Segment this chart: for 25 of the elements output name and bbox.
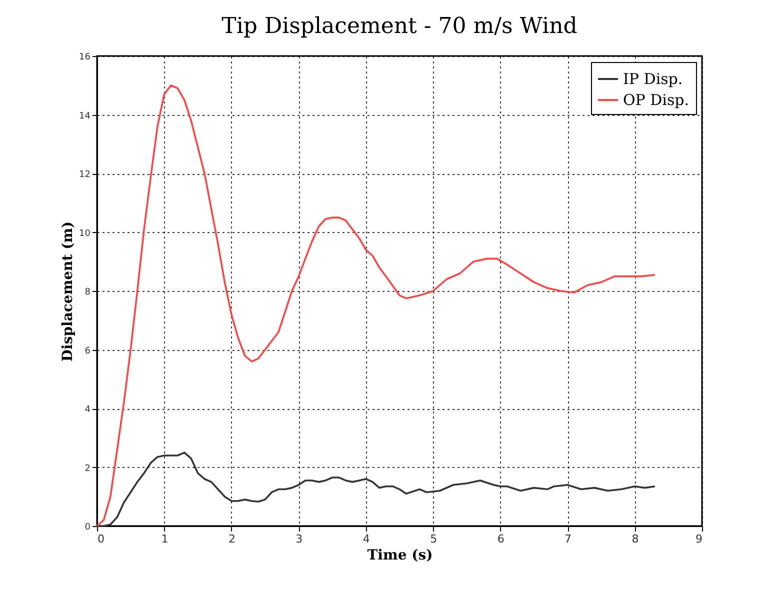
y-tick-label: 14 bbox=[79, 111, 91, 122]
y-tick-label: 10 bbox=[79, 228, 91, 239]
y-tick-label: 2 bbox=[84, 464, 90, 474]
x-tick-label: 5 bbox=[430, 532, 438, 546]
x-tick-label: 2 bbox=[228, 532, 236, 546]
x-tick-label: 6 bbox=[497, 532, 504, 546]
line-series bbox=[96, 452, 656, 527]
x-tick-label: 9 bbox=[696, 532, 702, 546]
x-tick-label: 1 bbox=[161, 532, 168, 546]
y-tick-label: 16 bbox=[79, 52, 91, 62]
x-tick-label: 8 bbox=[632, 532, 639, 546]
x-tick-label: 3 bbox=[296, 532, 303, 546]
x-axis-title: Time (s) bbox=[367, 548, 433, 564]
legend-label: OP Disp. bbox=[623, 91, 690, 109]
y-tick-label: 8 bbox=[84, 288, 91, 298]
y-tick-label: 6 bbox=[84, 346, 91, 356]
y-axis-title: Displacement (m) bbox=[60, 221, 76, 362]
y-tick-label: 0 bbox=[84, 522, 91, 532]
legend-label: IP Disp. bbox=[623, 70, 683, 88]
y-tick-label: 12 bbox=[79, 170, 90, 180]
x-tick-label: 7 bbox=[564, 532, 572, 546]
y-tick-label: 4 bbox=[84, 405, 91, 415]
x-tick-label: 4 bbox=[362, 532, 370, 546]
chart-title: Tip Displacement - 70 m/s Wind bbox=[222, 14, 578, 39]
x-tick-label: 0 bbox=[98, 532, 104, 546]
